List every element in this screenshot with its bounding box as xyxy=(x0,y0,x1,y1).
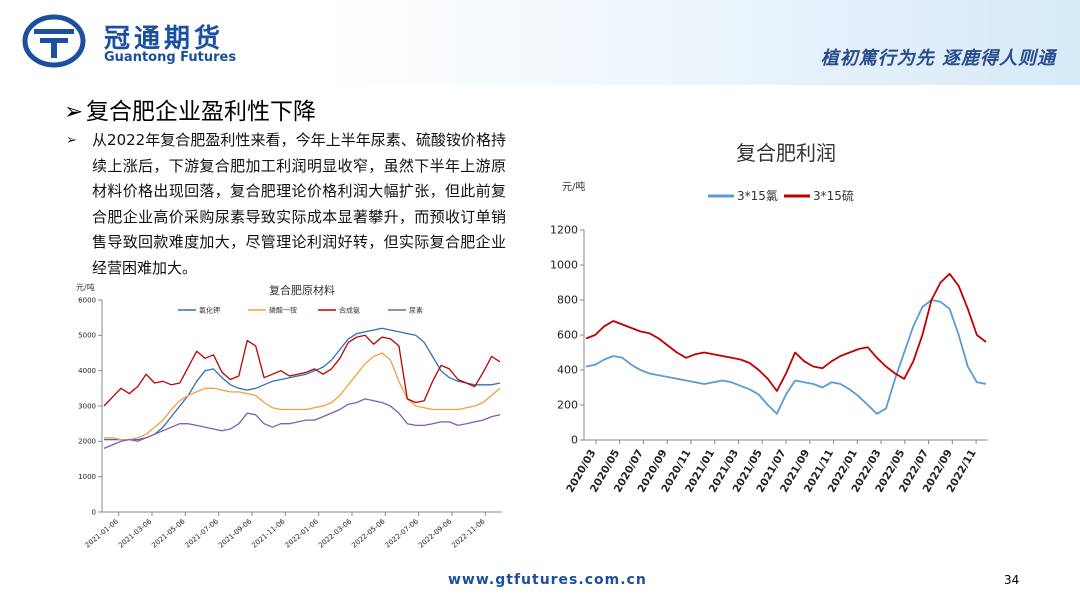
profit-chart: 复合肥利润元/吨0200400600800100012002020/032020… xyxy=(550,141,988,495)
body-paragraph: ➢ 从2022年复合肥盈利性来看，今年上半年尿素、硫酸铵价格持续上涨后，下游复合… xyxy=(66,128,506,282)
y-tick-label: 0 xyxy=(92,508,96,516)
y-tick-label: 1000 xyxy=(78,473,96,481)
legend-label: 尿素 xyxy=(409,305,423,314)
y-tick-label: 600 xyxy=(557,329,578,342)
y-tick-label: 5000 xyxy=(78,332,96,340)
x-tick-label: 2022-09-06 xyxy=(417,517,454,550)
y-tick-label: 800 xyxy=(557,294,578,307)
x-tick-label: 2021-11-06 xyxy=(250,517,287,550)
y-tick-label: 4000 xyxy=(78,367,96,375)
chart-title: 复合肥利润 xyxy=(736,141,836,165)
y-tick-label: 200 xyxy=(557,399,578,412)
x-tick-label: 2021-09-06 xyxy=(217,517,254,550)
legend-label: 3*15氯 xyxy=(737,189,778,203)
x-tick-label: 2022-07-06 xyxy=(384,517,421,550)
company-slogan: 植初篤行为先 逐鹿得人则通 xyxy=(820,48,1056,69)
x-tick-label: 2021-03-06 xyxy=(117,517,154,550)
series-line xyxy=(103,398,501,449)
legend-label: 3*15硫 xyxy=(813,188,854,203)
legend-label: 磷酸一铵 xyxy=(269,305,297,314)
series-line xyxy=(103,334,501,407)
header-band xyxy=(0,0,1080,85)
series-line xyxy=(104,352,501,441)
x-tick-label: 2022-01-06 xyxy=(284,517,321,550)
series-line xyxy=(585,299,987,415)
x-tick-label: 2021-05-06 xyxy=(150,517,187,550)
raw-materials-chart: 复合肥原材料 元/吨 0 1000 2000 3000 4000 5000 6000 2021-0… xyxy=(76,282,502,550)
legend-label: 合成氨 xyxy=(339,305,360,314)
page-number: 34 xyxy=(1004,573,1020,587)
slide-title: ➢ 复合肥企业盈利性下降 xyxy=(64,92,316,126)
slide-title-text: 复合肥企业盈利性下降 xyxy=(86,99,316,125)
x-tick-label: 2022-05-06 xyxy=(350,517,387,550)
y-tick-label: 400 xyxy=(557,364,578,377)
chart-title: 复合肥原材料 xyxy=(269,283,335,297)
y-tick-label: 6000 xyxy=(78,296,96,304)
company-name-cn: 冠通期货 xyxy=(104,24,225,54)
y-tick-label: 2000 xyxy=(78,438,96,446)
y-tick-label: 1000 xyxy=(550,259,578,272)
footer-website: www.gtfutures.com.cn xyxy=(448,572,647,588)
body-paragraph-text: 从2022年复合肥盈利性来看，今年上半年尿素、硫酸铵价格持续上涨后，下游复合肥加… xyxy=(92,131,506,277)
legend-label: 氯化钾 xyxy=(199,305,220,314)
y-axis-unit-label: 元/吨 xyxy=(562,180,585,193)
y-tick-label: 3000 xyxy=(78,402,96,410)
bullet-arrow-icon: ➢ xyxy=(66,133,77,148)
title-arrow-icon: ➢ xyxy=(64,99,84,125)
y-tick-label: 1200 xyxy=(550,224,578,237)
x-tick-label: 2022-03-06 xyxy=(317,517,354,550)
series-line xyxy=(585,272,987,392)
y-axis-unit-label: 元/吨 xyxy=(76,282,95,292)
company-name-en: Guantong Futures xyxy=(104,50,237,65)
x-tick-label: 2021-07-06 xyxy=(184,517,221,550)
company-logo xyxy=(22,14,86,68)
y-tick-label: 0 xyxy=(571,434,578,447)
series-line xyxy=(104,327,501,441)
x-tick-label: 2022-11-06 xyxy=(450,517,487,550)
x-tick-label: 2021-01-06 xyxy=(84,517,121,550)
